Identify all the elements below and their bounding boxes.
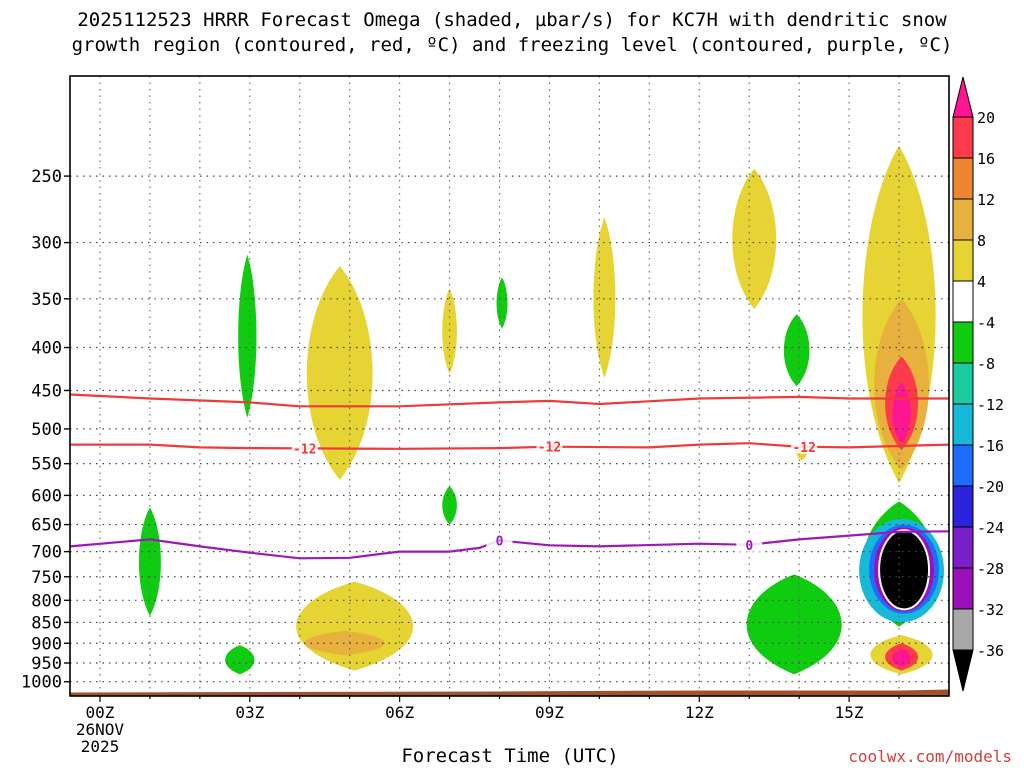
y-tick-label: 450: [31, 381, 62, 401]
colorbar-level-label: -32: [977, 601, 1004, 619]
colorbar-band: [952, 444, 974, 487]
x-year-label: 2025: [81, 737, 120, 756]
colorbar-band: [952, 321, 974, 364]
upper-dgz-bound-contour: [69, 393, 949, 408]
lower-dgz-bound-label: -12: [538, 441, 561, 456]
freezing-level-label: 0: [496, 535, 504, 550]
y-tick-label: 850: [31, 613, 62, 633]
x-tick-label: 09Z: [535, 703, 564, 722]
terrain-surface: [70, 689, 949, 696]
colorbar-level-label: -4: [977, 314, 995, 332]
omega-green-14z-upper: [783, 314, 810, 387]
lower-dgz-bound-label-bg: [291, 440, 318, 456]
omega-yellow-10z-upper: [593, 217, 616, 379]
colorbar-band: [952, 567, 974, 610]
colorbar-band: [952, 526, 974, 569]
colorbar-band: [952, 608, 974, 651]
y-tick-label: 300: [31, 234, 62, 254]
terrain-layer: [70, 689, 949, 696]
y-tick-label: 400: [31, 339, 62, 359]
omega-shading-layer: [138, 145, 945, 675]
freezing-level-label-bg: [486, 532, 513, 548]
colorbar-level-label: -12: [977, 396, 1004, 414]
lower-dgz-bound-label: -12: [293, 442, 316, 457]
colorbar-band: [952, 362, 974, 405]
colorbar-level-label: -36: [977, 642, 1004, 660]
omega-yellow-07z-upper: [442, 288, 457, 374]
lower-dgz-bound-label-bg: [791, 438, 818, 454]
omega-green-01z-lowlevel: [138, 507, 161, 616]
x-tick-label: 00Z: [86, 703, 115, 722]
x-axis-label: Forecast Time (UTC): [401, 745, 619, 767]
y-tick-label: 600: [31, 486, 62, 506]
omega-green-13z-lowlevel: [746, 574, 842, 675]
plot-frame: [69, 75, 950, 697]
colorbar-level-label: 8: [977, 232, 986, 250]
colorbar-top-arrow: [952, 76, 974, 118]
y-tick-label: 350: [31, 290, 62, 310]
y-tick-label: 900: [31, 634, 62, 654]
freezing-level-label-bg: [736, 536, 763, 552]
colorbar-band: [952, 116, 974, 159]
freezing-level-label: 0: [745, 539, 753, 554]
y-tick-label: 750: [31, 568, 62, 588]
colorbar-bottom-arrow: [952, 649, 974, 692]
omega-orange-05z-lowlevel: [304, 630, 385, 656]
y-tick-label: 800: [31, 591, 62, 611]
colorbar-band: [952, 485, 974, 528]
y-tick-label: 1000: [21, 673, 62, 693]
x-tick-label: 03Z: [235, 703, 264, 722]
x-tick-label: 15Z: [835, 703, 864, 722]
y-tick-label: 650: [31, 516, 62, 536]
colorbar-band: [952, 198, 974, 241]
x-date-label: 26NOV: [76, 720, 125, 739]
colorbar-band: [952, 403, 974, 446]
x-tick-label: 06Z: [385, 703, 414, 722]
y-axis: 2503003504004505005506006507007508008509…: [21, 167, 70, 693]
lower-dgz-bound-label: -12: [792, 441, 815, 456]
omega-black-16z-core: [878, 529, 931, 611]
colorbar-level-label: -8: [977, 355, 995, 373]
y-tick-label: 700: [31, 543, 62, 563]
omega-green-03z-low: [225, 645, 255, 675]
colorbar-level-label: 12: [977, 191, 995, 209]
y-tick-label: 250: [31, 167, 62, 187]
y-tick-label: 550: [31, 455, 62, 475]
omega-yellow-13z-upper: [732, 168, 777, 310]
chart-title-line-1: 2025112523 HRRR Forecast Omega (shaded, …: [77, 9, 947, 31]
colorbar-level-label: -28: [977, 560, 1004, 578]
colorbar-level-label: 20: [977, 109, 995, 127]
omega-green-0230z-upper: [238, 254, 257, 418]
contour-layer: -12 -12 -12 0 0: [69, 393, 950, 560]
colorbar-level-label: -24: [977, 519, 1004, 537]
colorbar-level-label: 4: [977, 273, 986, 291]
source-credit-link[interactable]: coolwx.com/models: [848, 747, 1012, 766]
colorbar-band: [952, 280, 974, 323]
colorbar-band: [952, 239, 974, 282]
colorbar-level-label: -20: [977, 478, 1004, 496]
colorbar-level-label: -16: [977, 437, 1004, 455]
x-tick-label: 12Z: [685, 703, 714, 722]
lower-dgz-bound-label-bg: [536, 438, 563, 454]
omega-green-08z-upper: [496, 277, 508, 329]
omega-yellow-05z-lowlevel: [296, 581, 414, 671]
omega-yellow-05z-midlevel: [306, 266, 373, 480]
y-tick-label: 500: [31, 420, 62, 440]
y-tick-label: 950: [31, 654, 62, 674]
chart-title-line-2: growth region (contoured, red, ºC) and f…: [71, 34, 953, 56]
colorbar: 20 16 12 8 4 -4 -8 -12 -16 -20 -24 -28 -32 -36: [952, 76, 1004, 692]
colorbar-band: [952, 157, 974, 200]
colorbar-level-label: 16: [977, 150, 995, 168]
